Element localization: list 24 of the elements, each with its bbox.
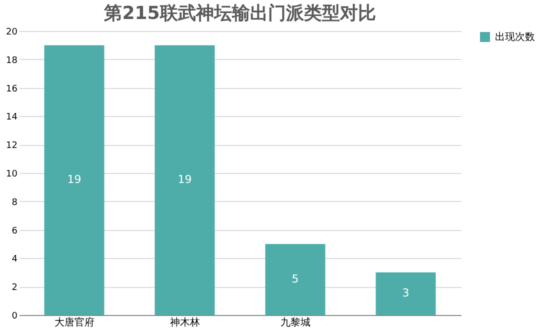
y-tick-label: 8 bbox=[12, 198, 18, 208]
data-label: 5 bbox=[292, 272, 299, 286]
chart-title: 第215联武神坛输出门派类型对比 bbox=[103, 3, 376, 24]
data-label: 3 bbox=[402, 286, 410, 300]
y-tick-label: 16 bbox=[6, 84, 18, 94]
bar bbox=[154, 45, 215, 315]
x-tick-label: 神木林 bbox=[170, 316, 200, 328]
y-tick-label: 10 bbox=[6, 170, 18, 180]
x-tick-label: 大唐官府 bbox=[54, 316, 94, 328]
y-tick-label: 2 bbox=[12, 283, 18, 294]
data-label: 19 bbox=[67, 173, 82, 186]
bar bbox=[265, 244, 326, 315]
y-tick-label: 4 bbox=[12, 254, 18, 265]
y-tick-label: 20 bbox=[6, 28, 18, 38]
data-label: 19 bbox=[178, 173, 192, 186]
y-tick-label: 0 bbox=[12, 312, 18, 322]
x-tick-label: 九黎城 bbox=[280, 316, 310, 328]
y-tick-label: 18 bbox=[6, 56, 18, 66]
y-tick-label: 12 bbox=[6, 141, 18, 152]
bar bbox=[376, 272, 436, 315]
y-tick-label: 6 bbox=[12, 226, 18, 236]
y-tick-label: 14 bbox=[6, 112, 18, 123]
bar bbox=[44, 45, 104, 315]
legend-label: 出现次数 bbox=[495, 31, 535, 43]
